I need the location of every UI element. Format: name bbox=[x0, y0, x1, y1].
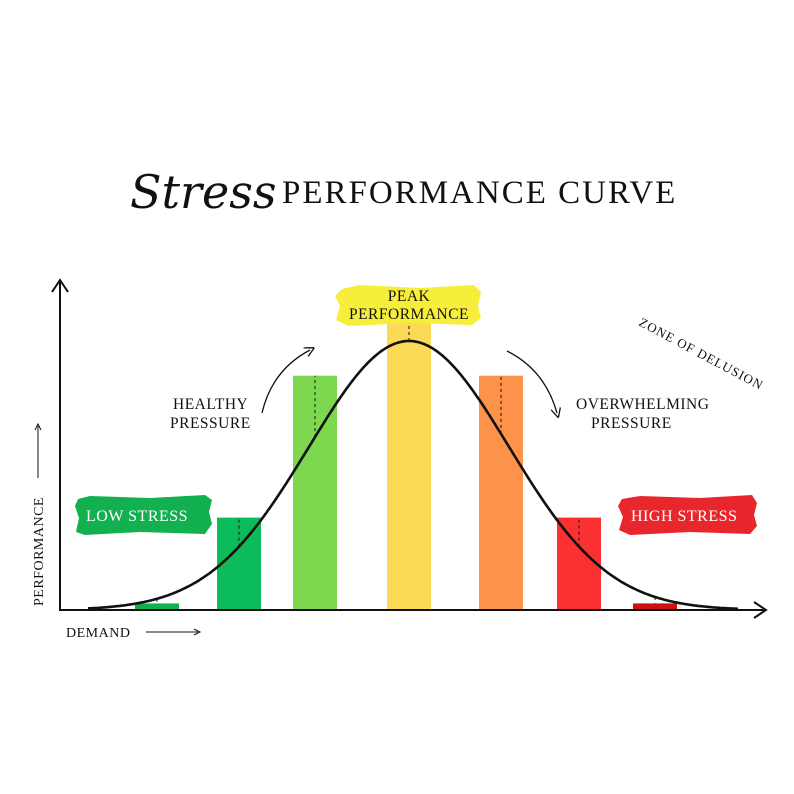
y-axis-label: PERFORMANCE bbox=[32, 497, 47, 606]
high-stress-label: HIGH STRESS bbox=[631, 508, 737, 525]
x-axis-label: DEMAND bbox=[66, 626, 130, 641]
y-axis-arrowhead bbox=[51, 278, 69, 293]
healthy-arrow bbox=[261, 350, 310, 414]
bar-2 bbox=[217, 517, 261, 610]
bar-7 bbox=[633, 603, 677, 610]
low-stress-label: LOW STRESS bbox=[86, 508, 188, 525]
x-axis-arrowhead bbox=[753, 601, 768, 619]
bar-1 bbox=[135, 603, 179, 610]
healthy-label-line2: PRESSURE bbox=[170, 415, 251, 432]
high-stress-badge bbox=[618, 495, 757, 535]
healthy-label-line1: HEALTHY bbox=[173, 396, 248, 413]
zone-of-delusion-label: ZONE OF DELUSION bbox=[637, 314, 767, 392]
bar-6 bbox=[557, 517, 601, 610]
overwhelming-label-line1: OVERWHELMING bbox=[576, 396, 709, 413]
title-main-words: PERFORMANCE CURVE bbox=[282, 175, 677, 211]
bell-curve bbox=[87, 339, 739, 611]
low-stress-badge bbox=[75, 495, 212, 535]
y-axis-label-arrowhead bbox=[34, 422, 42, 431]
bar-4 bbox=[387, 319, 431, 610]
peak-label-line2: PERFORMANCE bbox=[349, 306, 469, 323]
peak-performance-badge bbox=[335, 285, 481, 326]
overwhelming-arrow bbox=[506, 350, 557, 413]
peak-label-line1: PEAK bbox=[388, 288, 431, 305]
title-script-word: Stress bbox=[130, 165, 276, 219]
x-axis-label-arrowhead bbox=[193, 628, 202, 636]
overwhelming-label-line2: PRESSURE bbox=[591, 415, 672, 432]
